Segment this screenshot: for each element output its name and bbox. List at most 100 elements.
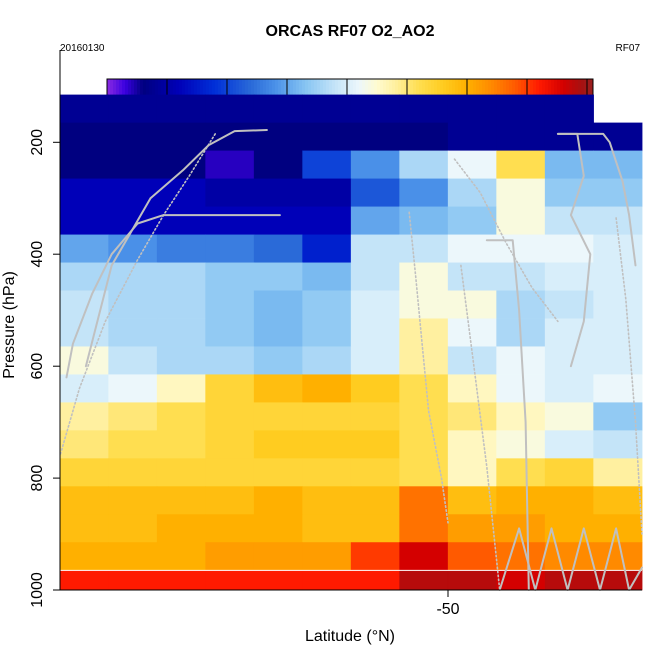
- heatmap-cell: [302, 486, 352, 515]
- heatmap-cell: [544, 458, 594, 487]
- heatmap-cell: [59, 122, 109, 152]
- heatmap-cell: [59, 430, 109, 459]
- heatmap-cell: [593, 318, 643, 348]
- heatmap-cell: [447, 374, 497, 403]
- heatmap-cell: [108, 430, 158, 459]
- heatmap-cell: [399, 122, 449, 152]
- heatmap-cell: [447, 318, 497, 348]
- heatmap-cell: [350, 514, 400, 543]
- heatmap-cell: [108, 542, 158, 571]
- heatmap-cell: [108, 150, 158, 180]
- heatmap-cell: [302, 290, 352, 320]
- heatmap-cell: [108, 402, 158, 431]
- y-tick-label: 800: [29, 465, 46, 492]
- heatmap-cell: [399, 458, 449, 487]
- heatmap-cell: [253, 346, 303, 376]
- chart-title: ORCAS RF07 O2_AO2: [266, 23, 435, 40]
- heatmap-cell: [399, 262, 449, 292]
- heatmap-cell: [205, 430, 255, 459]
- heatmap-cell: [399, 150, 449, 180]
- heatmap-cell: [302, 346, 352, 376]
- heatmap-cell: [253, 206, 303, 236]
- heatmap-cell: [302, 374, 352, 403]
- y-axis-label: Pressure (hPa): [1, 271, 18, 379]
- heatmap-cell: [496, 402, 546, 431]
- heatmap-cell: [447, 122, 497, 152]
- heatmap-cell: [544, 346, 594, 376]
- heatmap-cell: [205, 94, 255, 124]
- heatmap-cell: [205, 402, 255, 431]
- heatmap-cell: [350, 458, 400, 487]
- heatmap-cell: [205, 514, 255, 543]
- heatmap-cell: [205, 318, 255, 348]
- heatmap-cell: [350, 346, 400, 376]
- date-label: 20160130: [60, 43, 105, 54]
- heatmap-cell: [593, 374, 643, 403]
- heatmap-cell: [350, 150, 400, 180]
- heatmap-cell: [544, 318, 594, 348]
- heatmap-cell: [544, 234, 594, 264]
- heatmap-cell: [302, 514, 352, 543]
- heatmap-cell: [447, 486, 497, 515]
- heatmap-cell: [447, 514, 497, 543]
- heatmap-cell: [59, 542, 109, 571]
- heatmap-cell: [593, 290, 643, 320]
- heatmap-cell: [205, 290, 255, 320]
- heatmap-cell: [544, 206, 594, 236]
- heatmap-cell: [156, 206, 206, 236]
- heatmap-cell: [59, 570, 109, 591]
- y-tick-label: 200: [29, 129, 46, 156]
- heatmap-cell: [108, 570, 158, 591]
- heatmap-cell: [496, 374, 546, 403]
- heatmap-cell: [496, 486, 546, 515]
- heatmap-cell: [544, 94, 594, 124]
- heatmap-cell: [350, 234, 400, 264]
- heatmap-cell: [302, 150, 352, 180]
- heatmap-cell: [302, 206, 352, 236]
- heatmap-cell: [253, 318, 303, 348]
- heatmap-cell: [156, 430, 206, 459]
- heatmap-cell: [399, 570, 449, 591]
- heatmap-cell: [205, 374, 255, 403]
- flight-label: RF07: [616, 43, 641, 54]
- heatmap-cell: [59, 178, 109, 208]
- heatmap-cell: [302, 234, 352, 264]
- heatmap-cell: [108, 122, 158, 152]
- heatmap-cell: [496, 514, 546, 543]
- heatmap-cell: [108, 514, 158, 543]
- heatmap-cell: [447, 458, 497, 487]
- heatmap-cell: [59, 206, 109, 236]
- heatmap-cell: [156, 318, 206, 348]
- heatmap-cell: [544, 122, 594, 152]
- heatmap-cell: [399, 430, 449, 459]
- heatmap-cell: [156, 262, 206, 292]
- heatmap-cell: [205, 486, 255, 515]
- heatmap-cell: [205, 262, 255, 292]
- heatmap-cell: [399, 234, 449, 264]
- heatmap-cell: [593, 262, 643, 292]
- heatmap-cell: [156, 122, 206, 152]
- heatmap-cell: [156, 458, 206, 487]
- heatmap-cell: [59, 374, 109, 403]
- y-tick-label: 1000: [29, 572, 46, 608]
- heatmap-cell: [399, 374, 449, 403]
- heatmap-cell: [205, 150, 255, 180]
- heatmap-cell: [496, 430, 546, 459]
- heatmap-cell: [253, 458, 303, 487]
- y-tick-label: 400: [29, 241, 46, 268]
- flight-track-segment: [408, 211, 449, 524]
- heatmap-cell: [593, 430, 643, 459]
- heatmap-cell: [544, 486, 594, 515]
- heatmap-cell: [544, 430, 594, 459]
- heatmap-cell: [253, 514, 303, 543]
- heatmap-cell: [399, 402, 449, 431]
- heatmap-cells: [59, 94, 643, 591]
- heatmap-cell: [350, 94, 400, 124]
- x-tick-label: -50: [436, 601, 459, 618]
- heatmap-cell: [156, 346, 206, 376]
- heatmap-cell: [59, 234, 109, 264]
- heatmap-cell: [350, 486, 400, 515]
- heatmap-cell: [156, 542, 206, 571]
- heatmap-cell: [205, 346, 255, 376]
- heatmap-cell: [302, 178, 352, 208]
